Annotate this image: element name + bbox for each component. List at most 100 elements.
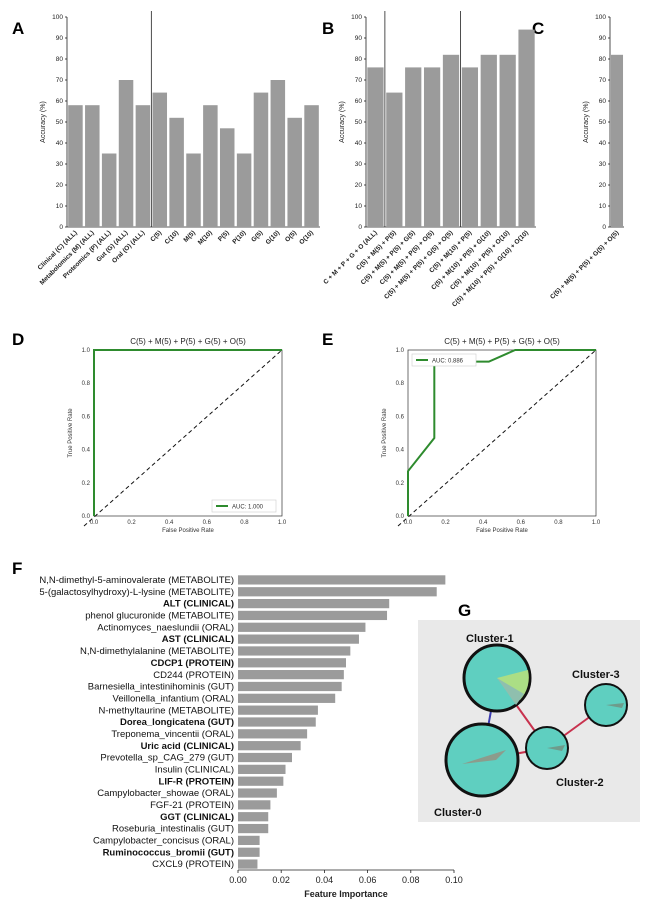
chart-f-feature-label: N-methyltaurine (METABOLITE)	[99, 705, 235, 716]
panel-label-b: B	[322, 19, 334, 38]
chart-f-bar	[238, 776, 284, 786]
chart-c-y-axis-label: Accuracy (%)	[583, 101, 590, 143]
chart-e-y-tick-label: 0.8	[396, 381, 405, 387]
chart-a-y-tick-label: 30	[56, 161, 64, 168]
chart-a-category-label: P(10)	[231, 229, 247, 245]
chart-a-category-label: M(10)	[197, 229, 214, 246]
chart-c-y-tick-label: 60	[599, 98, 607, 105]
chart-f-feature-label: Campylobacter_concisus (ORAL)	[93, 836, 234, 847]
chart-e-x-tick-label: 0.0	[404, 520, 413, 526]
chart-e-plot-frame	[407, 349, 597, 517]
chart-d-diagonal	[83, 349, 283, 527]
chart-b-y-tick-label: 10	[355, 203, 363, 210]
chart-c-category-label: C(5) + M(5) + P(5) + G(5) + O(5)	[549, 229, 620, 300]
chart-d-y-tick-label: 0.8	[82, 381, 91, 387]
chart-b-bar	[499, 54, 516, 227]
chart-f-feature-label: CDCP1 (PROTEIN)	[151, 658, 234, 669]
chart-d-y-tick-label: 0.6	[82, 414, 91, 420]
chart-f-feature-label: N,N-dimethylalanine (METABOLITE)	[80, 646, 234, 657]
chart-d-roc-curve	[93, 349, 282, 516]
chart-a-category-label: O(5)	[284, 229, 298, 243]
chart-a-y-tick-label: 0	[59, 224, 63, 231]
chart-f-feature-label: Barnesiella_intestinihominis (GUT)	[88, 682, 234, 693]
chart-f-x-tick-label: 0.02	[272, 875, 290, 885]
chart-f-bar	[238, 741, 301, 751]
chart-e-legend	[411, 353, 477, 367]
chart-b-y-tick-label: 30	[355, 161, 363, 168]
chart-f-bar	[238, 717, 316, 727]
chart-b-y-tick-label: 20	[355, 182, 363, 189]
chart-b-bar	[442, 54, 460, 227]
chart-f-bar	[238, 587, 437, 597]
node-label-cluster-2: Cluster-2	[556, 777, 604, 789]
roc-chart-e: C(5) + M(5) + P(5) + G(5) + O(5) 0.0 0.2 0.…	[382, 337, 601, 534]
chart-a-y-tick-label: 100	[52, 14, 63, 21]
chart-d-x-axis-label: False Positive Rate	[162, 528, 214, 534]
chart-e-x-tick-label: 0.8	[554, 520, 563, 526]
chart-c-y-tick-label: 0	[602, 224, 606, 231]
chart-f-x-tick-label: 0.08	[402, 875, 420, 885]
chart-d-y-tick-label: 0.0	[82, 514, 91, 520]
chart-c-y-tick-label: 40	[599, 140, 607, 147]
chart-c-y-tick-label: 80	[599, 56, 607, 63]
chart-a-bar	[203, 105, 218, 227]
chart-a-bar	[186, 153, 201, 227]
chart-f-bar	[238, 788, 277, 798]
chart-f-feature-label: ALT (CLINICAL)	[163, 599, 234, 610]
chart-a-bar	[169, 117, 184, 227]
chart-f-bar	[238, 847, 260, 857]
panel-label-e: E	[322, 330, 333, 349]
chart-f-feature-label: LIF-R (PROTEIN)	[159, 776, 234, 787]
chart-f-feature-label: Uric acid (CLINICAL)	[141, 741, 234, 752]
chart-f-bar	[238, 598, 390, 609]
chart-f-bar	[238, 764, 286, 774]
chart-e-diagonal	[397, 349, 597, 527]
chart-a-category-label: C(10)	[164, 229, 180, 245]
chart-f-bar	[238, 634, 359, 644]
chart-a-category-label: P(5)	[217, 229, 231, 243]
chart-e-x-tick-label: 1.0	[592, 520, 601, 526]
chart-a-bar	[270, 80, 286, 227]
chart-a-bar	[219, 128, 235, 227]
chart-a-y-tick-label: 40	[56, 140, 64, 147]
chart-d-x-tick-label: 0.4	[165, 520, 174, 526]
chart-a-category-label: M(5)	[183, 229, 197, 243]
chart-f-feature-label: Prevotella_sp_CAG_279 (GUT)	[100, 753, 234, 764]
chart-f-feature-label: FGF-21 (PROTEIN)	[150, 800, 234, 811]
chart-c-y-tick-label: 20	[599, 182, 607, 189]
chart-f-feature-label: Roseburia_intestinalis (GUT)	[112, 824, 234, 835]
chart-f-feature-label: CD244 (PROTEIN)	[153, 670, 234, 681]
chart-a-category-label: C(5)	[149, 229, 163, 243]
node-cluster-1	[462, 643, 532, 713]
chart-d-legend-label: AUC: 1.000	[232, 505, 264, 511]
panel-label-a: A	[12, 19, 24, 38]
chart-d-legend	[211, 499, 277, 513]
chart-f-bar	[238, 646, 351, 656]
chart-b-bar	[518, 29, 535, 227]
chart-f-x-tick-label: 0.06	[359, 875, 377, 885]
chart-a-bar	[68, 105, 83, 227]
chart-b-bar	[367, 67, 384, 228]
chart-d-y-tick-label: 0.2	[82, 481, 91, 487]
chart-f-feature-label: Veillonella_infantium (ORAL)	[113, 693, 234, 704]
chart-c-y-tick-label: 10	[599, 203, 607, 210]
chart-d-x-tick-label: 0.2	[127, 520, 136, 526]
chart-b-y-tick-label: 60	[355, 98, 363, 105]
roc-chart-d: C(5) + M(5) + P(5) + G(5) + O(5) 0.0 0.2 0.…	[68, 337, 287, 534]
chart-b-y-tick-label: 50	[355, 119, 363, 126]
chart-a-y-tick-label: 80	[56, 56, 64, 63]
chart-b-y-tick-label: 40	[355, 140, 363, 147]
chart-e-title: C(5) + M(5) + P(5) + G(5) + O(5)	[444, 337, 560, 346]
chart-f-bar	[238, 729, 308, 739]
panel-label-d: D	[12, 330, 24, 349]
chart-d-x-tick-label: 0.0	[90, 520, 99, 526]
chart-f-feature-label: Actinomyces_naeslundii (ORAL)	[97, 622, 234, 633]
node-cluster-0	[444, 722, 520, 798]
chart-f-x-tick-label: 0.00	[229, 875, 247, 885]
chart-f-bar	[238, 693, 336, 703]
chart-a-y-axis-label: Accuracy (%)	[40, 101, 47, 143]
chart-f-x-tick-label: 0.04	[316, 875, 334, 885]
chart-d-x-tick-label: 0.6	[203, 520, 212, 526]
